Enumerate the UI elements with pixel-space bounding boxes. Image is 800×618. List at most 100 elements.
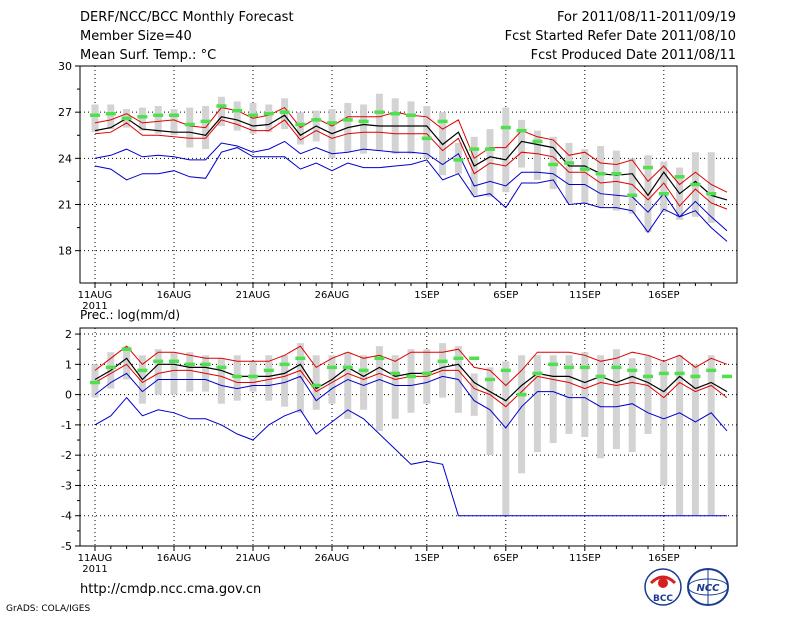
x-tick-label: 1SEP <box>414 553 439 564</box>
spread-box <box>265 104 273 133</box>
spread-box <box>154 349 162 395</box>
x-tick-label: 11AUG <box>78 553 113 564</box>
plot-frame <box>79 327 738 547</box>
x-tick-label: 26AUG <box>315 553 350 564</box>
forecast-period: For 2011/08/11-2011/09/19 <box>557 10 736 25</box>
produced-date: Fcst Produced Date 2011/08/11 <box>530 48 736 63</box>
spread-box <box>217 96 225 127</box>
spread-box <box>628 158 636 214</box>
spread-box <box>391 355 399 419</box>
series-min-line <box>94 140 728 232</box>
x-tick-label: 16SEP <box>648 553 679 564</box>
spread-box <box>154 106 162 134</box>
spread-box <box>360 104 368 154</box>
y-tick-label: 21 <box>58 199 72 212</box>
y-tick-label: -1 <box>61 419 72 432</box>
bcc-logo: BCC <box>644 568 682 606</box>
spread-box <box>644 355 652 434</box>
spread-box <box>296 112 304 145</box>
chart-title: DERF/NCC/BCC Monthly Forecast <box>80 10 294 25</box>
spread-box <box>91 104 99 133</box>
spread-box <box>707 355 715 516</box>
member-size: Member Size=40 <box>80 29 192 44</box>
spread-box <box>502 361 510 516</box>
spread-box <box>407 349 415 413</box>
x-tick-label: 16SEP <box>648 290 679 301</box>
spread-box <box>107 104 115 130</box>
spread-box <box>486 367 494 456</box>
spread-box <box>533 355 541 453</box>
x-tick-label: 6SEP <box>493 553 518 564</box>
spread-box <box>312 355 320 410</box>
spread-box <box>186 352 194 392</box>
spread-box <box>375 346 383 431</box>
spread-box <box>502 107 510 193</box>
temperature-chart: 18 21 24 27 30 11AUG 16AUG 21AUG 26AUG 1SEP 6SEP 11… <box>58 60 738 310</box>
source-url[interactable]: http://cmdp.ncc.cma.gov.cn <box>80 582 262 597</box>
precip-variable-label: Prec.: log(mm/d) <box>80 308 181 322</box>
series-upper-line <box>94 345 728 387</box>
series-max-line <box>94 396 727 517</box>
spread-box <box>470 373 478 416</box>
spread-box <box>676 355 684 516</box>
y-tick-label: 18 <box>58 245 72 258</box>
spread-box <box>344 352 352 419</box>
bcc-logo-text: BCC <box>653 594 673 604</box>
y-tick-label: 27 <box>58 106 72 119</box>
x-tick-label: 11SEP <box>569 553 600 564</box>
grads-credit: GrADS: COLA/IGES <box>6 604 91 614</box>
spread-box <box>138 107 146 131</box>
spread-box <box>265 355 273 401</box>
x-tick-label: 26AUG <box>315 290 350 301</box>
x-year-label: 2011 <box>82 301 107 310</box>
x-tick-label: 11AUG <box>78 290 113 301</box>
spread-box <box>549 355 557 444</box>
x-tick-label: 16AUG <box>157 553 192 564</box>
x-year-label: 2011 <box>82 564 107 575</box>
y-tick-label: -5 <box>61 540 72 553</box>
y-tick-label: -4 <box>61 510 72 523</box>
series-lower-line <box>94 119 728 210</box>
spread-box <box>375 93 383 151</box>
spread-box <box>407 101 415 154</box>
y-tick-label: 24 <box>58 152 72 165</box>
spread-box <box>565 142 573 203</box>
spread-box <box>612 349 620 450</box>
spread-box <box>691 364 699 516</box>
spread-box <box>628 358 636 453</box>
spread-box <box>170 352 178 395</box>
spread-box <box>360 355 368 410</box>
x-tick-label: 21AUG <box>236 290 271 301</box>
y-tick-label: 1 <box>65 358 72 371</box>
spread-box <box>581 149 589 203</box>
spread-box <box>518 355 526 474</box>
spread-box <box>281 355 289 407</box>
spread-box <box>217 358 225 404</box>
series-max-line <box>94 147 728 242</box>
y-tick-label: 30 <box>58 60 72 73</box>
spread-box <box>707 152 715 223</box>
spread-box <box>660 161 668 213</box>
spread-box <box>565 355 573 434</box>
spread-box <box>597 146 605 208</box>
y-tick-label: 0 <box>65 389 72 402</box>
y-tick-label: -2 <box>61 449 72 462</box>
ncc-logo-text: NCC <box>696 583 720 594</box>
started-date: Fcst Started Refer Date 2011/08/10 <box>504 29 736 44</box>
spread-box <box>296 343 304 413</box>
y-tick-label: -3 <box>61 479 72 492</box>
spread-box <box>186 107 194 148</box>
ncc-logo: NCC <box>687 568 729 606</box>
spread-box <box>644 155 652 233</box>
y-tick-label: 2 <box>65 328 72 341</box>
spread-box <box>612 150 620 211</box>
x-tick-label: 6SEP <box>493 290 518 301</box>
spread-box <box>533 130 541 180</box>
x-tick-label: 1SEP <box>414 290 439 301</box>
variable-label: Mean Surf. Temp.: °C <box>80 48 217 63</box>
spread-box <box>518 119 526 168</box>
spread-box <box>233 101 241 131</box>
spread-box <box>123 346 131 380</box>
spread-box <box>170 109 178 136</box>
series-min-line <box>94 372 728 432</box>
